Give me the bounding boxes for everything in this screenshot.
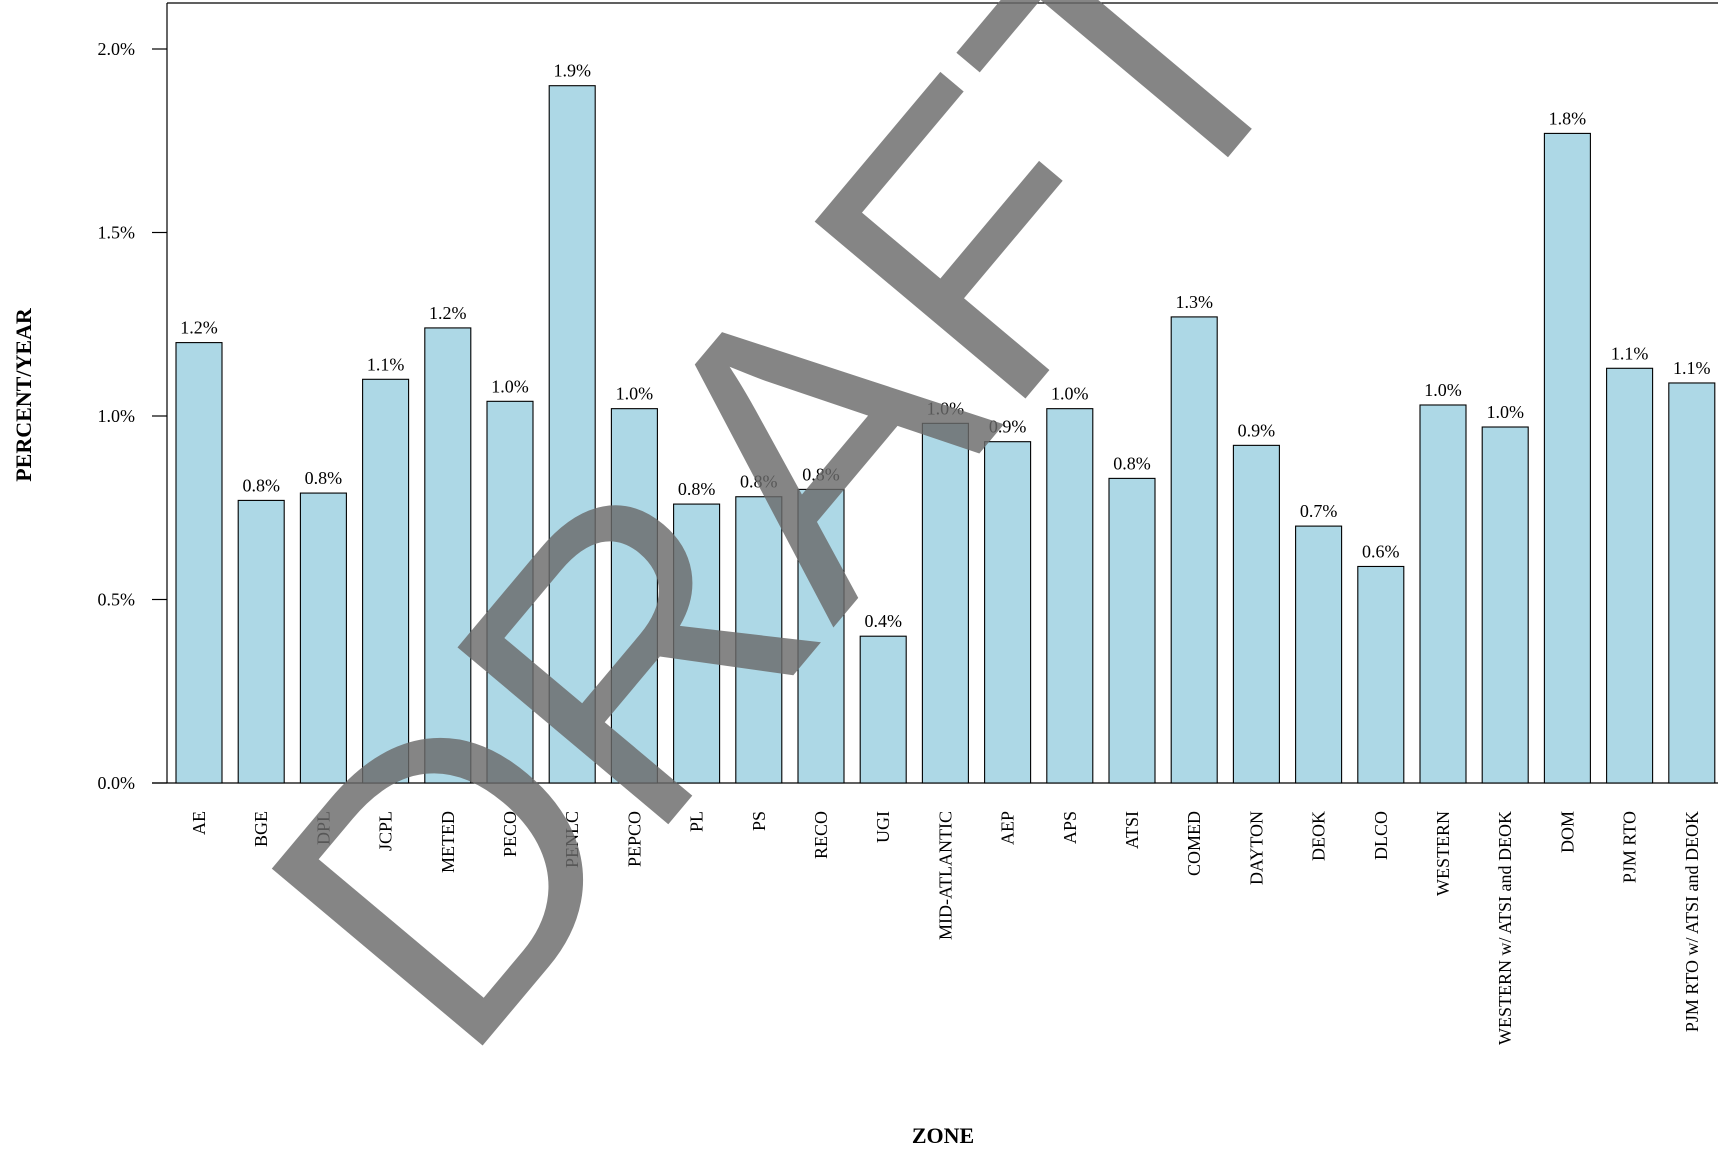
y-axis-title: PERCENT/YEAR: [11, 307, 36, 482]
data-label: 1.1%: [367, 354, 405, 374]
data-label: 1.8%: [1549, 108, 1587, 128]
data-label: 0.7%: [1300, 501, 1338, 521]
x-tick-label: ATSI: [1122, 811, 1142, 849]
data-label: 1.2%: [180, 318, 218, 338]
x-tick-label: RECO: [811, 811, 831, 859]
bar-comed: [1171, 317, 1217, 783]
y-tick-label: 1.5%: [98, 223, 136, 243]
y-tick-label: 1.0%: [98, 406, 136, 426]
x-tick-label: MID-ATLANTIC: [935, 811, 955, 940]
bar-western-w-atsi-and-deok: [1482, 427, 1528, 783]
bar-dayton: [1233, 445, 1279, 783]
bar-ae: [176, 343, 222, 783]
x-tick-label: COMED: [1184, 811, 1204, 876]
data-label: 1.1%: [1673, 358, 1711, 378]
x-tick-label: APS: [1060, 811, 1080, 844]
data-label: 0.9%: [1238, 420, 1276, 440]
x-tick-label: WESTERN w/ ATSI and DEOK: [1495, 811, 1515, 1045]
data-label: 0.8%: [1113, 453, 1151, 473]
bar-pjm-rto: [1607, 368, 1653, 783]
x-tick-label: DAYTON: [1246, 811, 1266, 885]
y-tick-label: 2.0%: [98, 39, 136, 59]
bar-dlco: [1358, 566, 1404, 783]
bar-dom: [1544, 133, 1590, 783]
y-tick-label: 0.0%: [98, 773, 136, 793]
x-tick-label: WESTERN: [1433, 811, 1453, 896]
x-tick-label: DEOK: [1309, 811, 1329, 861]
bar-atsi: [1109, 478, 1155, 783]
x-tick-label: DLCO: [1371, 811, 1391, 860]
data-label: 0.6%: [1362, 541, 1400, 561]
bar-western: [1420, 405, 1466, 783]
data-label: 0.8%: [305, 468, 343, 488]
data-label: 1.0%: [1424, 380, 1462, 400]
data-label: 1.2%: [429, 303, 467, 323]
bar-pjm-rto-w-atsi-and-deok: [1669, 383, 1715, 783]
bar-deok: [1296, 526, 1342, 783]
data-label: 1.0%: [491, 376, 529, 396]
data-label: 0.8%: [242, 475, 280, 495]
x-tick-label: AEP: [998, 811, 1018, 845]
x-tick-label: DOM: [1557, 811, 1577, 853]
x-axis-title: ZONE: [912, 1123, 974, 1148]
x-tick-label: PJM RTO w/ ATSI and DEOK: [1682, 811, 1702, 1032]
data-label: 1.9%: [553, 61, 591, 81]
y-tick-label: 0.5%: [98, 590, 136, 610]
x-tick-label: PJM RTO: [1620, 811, 1640, 883]
data-label: 1.1%: [1611, 343, 1649, 363]
data-label: 1.0%: [1486, 402, 1524, 422]
x-tick-label: UGI: [873, 811, 893, 843]
